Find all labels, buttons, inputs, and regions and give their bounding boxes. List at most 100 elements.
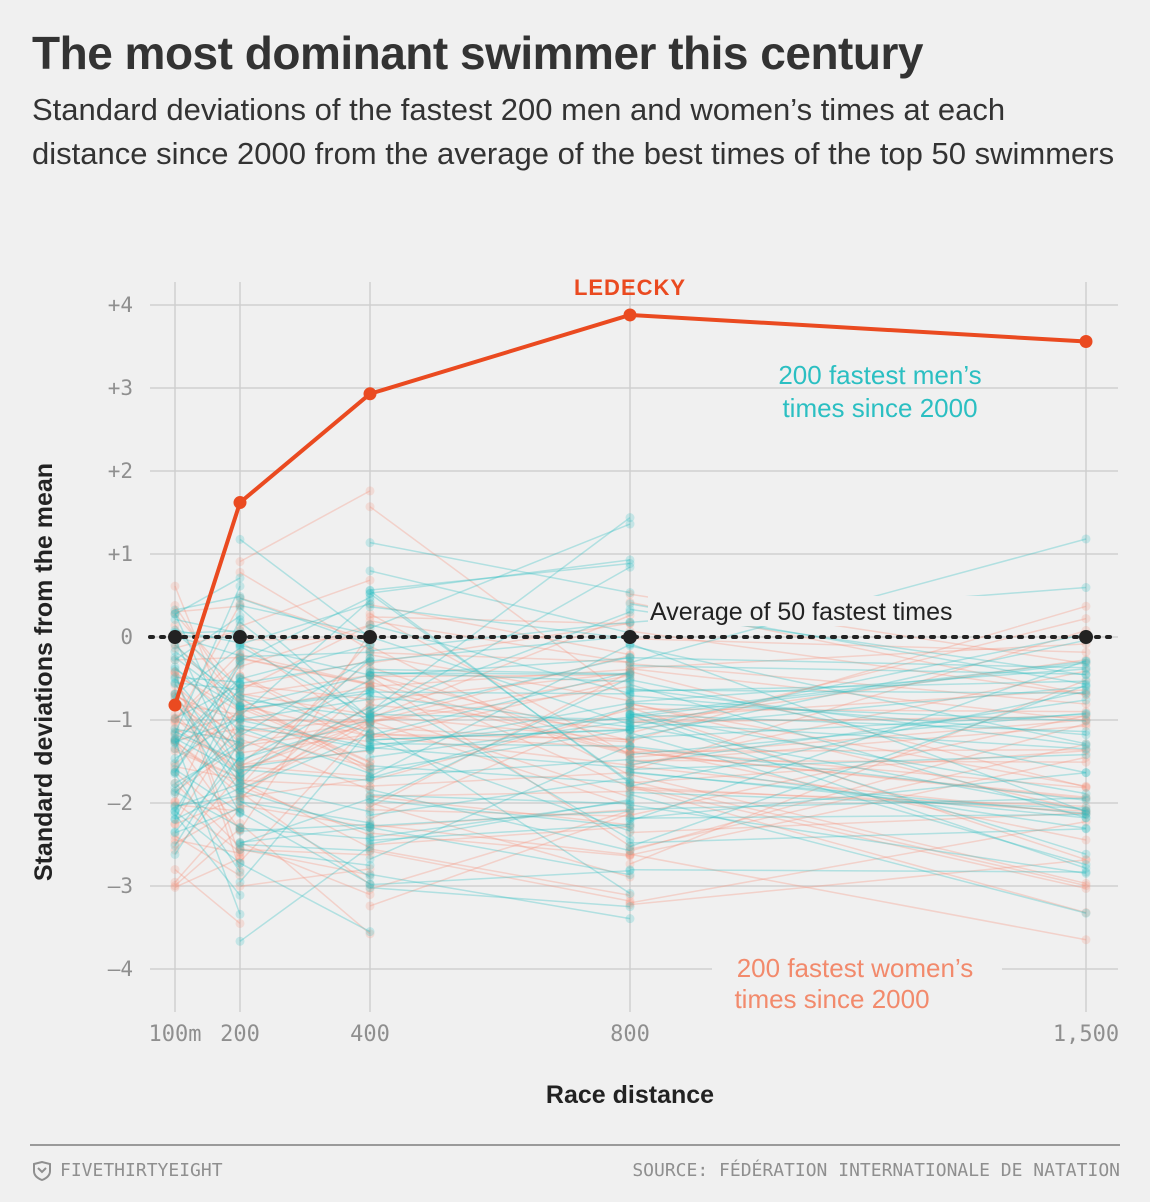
women-swimmer-line <box>174 663 241 721</box>
men-swimmer-dot <box>170 614 180 624</box>
men-swimmer-line <box>369 738 631 832</box>
men-swimmer-dot <box>625 826 635 836</box>
men-swimmer-line <box>629 759 1087 830</box>
women-swimmer-dot <box>625 811 635 821</box>
men-swimmer-dot <box>625 710 635 720</box>
men-swimmer-dot <box>170 652 180 662</box>
women-swimmer-dot <box>1081 689 1091 699</box>
women-swimmer-dot <box>235 783 245 793</box>
men-swimmer-line <box>369 728 631 741</box>
men-swimmer-dot <box>170 744 180 754</box>
women-swimmer-dot <box>235 724 245 734</box>
men-swimmer-line <box>239 728 371 883</box>
women-swimmer-dot <box>625 702 635 712</box>
women-swimmer-dot <box>365 677 375 687</box>
women-swimmer-line <box>174 741 241 789</box>
women-swimmer-dot <box>625 769 635 779</box>
men-swimmer-dot <box>170 802 180 812</box>
men-swimmer-dot <box>170 767 180 777</box>
women-swimmer-line <box>629 859 1087 906</box>
women-swimmer-line <box>174 692 241 753</box>
women-swimmer-line <box>239 632 371 831</box>
men-swimmer-line <box>239 789 371 833</box>
men-swimmer-line <box>239 651 371 658</box>
men-swimmer-line <box>174 701 241 784</box>
men-swimmer-dot <box>365 688 375 698</box>
men-swimmer-dot <box>235 826 245 836</box>
men-swimmer-dot <box>365 879 375 889</box>
men-swimmer-dot <box>625 790 635 800</box>
women-swimmer-dot <box>1081 711 1091 721</box>
women-swimmer-dot <box>365 486 375 496</box>
men-swimmer-line <box>369 593 631 783</box>
men-swimmer-line <box>369 643 631 778</box>
women-swimmer-line <box>369 708 631 782</box>
women-swimmer-dot <box>235 757 245 767</box>
men-swimmer-dot <box>235 693 245 703</box>
women-swimmer-dot <box>1081 711 1091 721</box>
women-swimmer-dot <box>365 733 375 743</box>
women-swimmer-dot <box>170 607 180 617</box>
men-swimmer-line <box>369 570 631 634</box>
men-swimmer-line <box>174 741 241 847</box>
men-swimmer-dot <box>170 733 180 743</box>
men-swimmer-dot <box>625 653 635 663</box>
women-swimmer-dot <box>235 716 245 726</box>
men-swimmer-dot <box>170 605 180 615</box>
men-swimmer-dot <box>625 607 635 617</box>
women-swimmer-dot <box>365 680 375 690</box>
men-swimmer-dot <box>170 729 180 739</box>
women-swimmer-dot <box>365 716 375 726</box>
chart-subtitle: Standard deviations of the fastest 200 m… <box>32 92 1115 171</box>
women-swimmer-line <box>239 713 371 767</box>
women-swimmer-line <box>369 681 631 755</box>
women-swimmer-line <box>239 726 371 748</box>
men-swimmer-dot <box>235 858 245 868</box>
y-tick-label: –4 <box>108 957 133 981</box>
women-swimmer-line <box>629 722 1087 852</box>
men-swimmer-dot <box>170 655 180 665</box>
men-swimmer-dot <box>1081 807 1091 817</box>
men-swimmer-dot <box>365 686 375 696</box>
men-swimmer-dot <box>235 677 245 687</box>
y-tick-label: +3 <box>108 376 133 400</box>
men-swimmer-dot <box>625 709 635 719</box>
men-swimmer-dot <box>365 712 375 722</box>
women-swimmer-dot <box>625 667 635 677</box>
women-swimmer-line <box>239 684 371 701</box>
men-swimmer-dot <box>625 778 635 788</box>
men-swimmer-dot <box>625 588 635 598</box>
men-swimmer-dot <box>365 818 375 828</box>
women-swimmer-dot <box>625 696 635 706</box>
men-swimmer-dot <box>625 562 635 572</box>
women-swimmer-dot <box>625 900 635 910</box>
women-swimmer-dot <box>625 781 635 791</box>
men-swimmer-dot <box>1081 682 1091 692</box>
men-swimmer-line <box>174 647 241 696</box>
x-tick-label: 1,500 <box>1053 1022 1119 1047</box>
women-swimmer-dot <box>235 746 245 756</box>
women-swimmer-line <box>629 715 1087 724</box>
women-swimmer-dot <box>235 682 245 692</box>
women-swimmer-line <box>369 678 631 739</box>
men-swimmer-dot <box>235 769 245 779</box>
men-swimmer-dot <box>235 936 245 946</box>
women-swimmer-dot <box>625 801 635 811</box>
women-swimmer-line <box>174 684 241 744</box>
men-swimmer-line <box>629 771 1087 820</box>
men-swimmer-dot <box>235 768 245 778</box>
men-swimmer-dot <box>625 865 635 875</box>
x-tick-label: 200 <box>220 1022 260 1047</box>
men-swimmer-dot <box>625 796 635 806</box>
men-swimmer-line <box>369 523 631 630</box>
men-swimmer-dot <box>235 641 245 651</box>
women-swimmer-line <box>239 624 371 668</box>
women-swimmer-line <box>629 853 1087 941</box>
ledecky-label: LEDECKY <box>574 275 686 300</box>
women-swimmer-line <box>629 708 1087 713</box>
women-swimmer-dot <box>625 844 635 854</box>
men-swimmer-dot <box>365 664 375 674</box>
women-swimmer-dot <box>625 766 635 776</box>
men-swimmer-dot <box>365 620 375 630</box>
women-swimmer-dot <box>1081 855 1091 865</box>
